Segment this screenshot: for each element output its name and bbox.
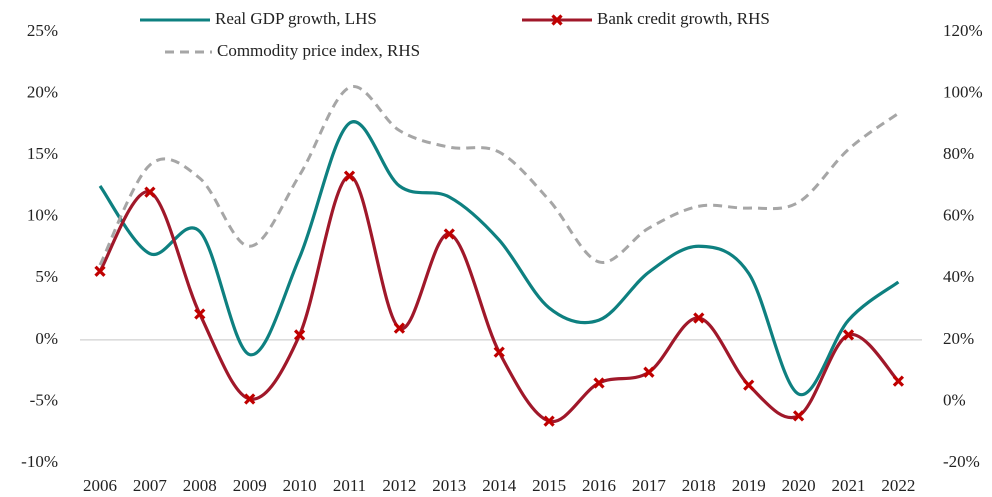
x-tick-label: 2013 [432,476,466,495]
marker [743,379,755,391]
marker [693,312,705,324]
marker [144,186,156,198]
y-tick-label: 5% [35,267,58,286]
x-tick-label: 2019 [732,476,766,495]
y2-tick-label: 120% [943,21,983,40]
x-tick-label: 2021 [832,476,866,495]
marker [543,415,555,427]
x-tick-label: 2020 [782,476,816,495]
marker [593,377,605,389]
y2-tick-label: 80% [943,144,974,163]
x-tick-label: 2017 [632,476,667,495]
y-tick-label: 25% [27,21,58,40]
legend-label: Bank credit growth, RHS [597,9,770,28]
y2-tick-label: 0% [943,390,966,409]
y2-tick-label: 20% [943,329,974,348]
legend-label: Real GDP growth, LHS [215,9,377,28]
y2-tick-label: 40% [943,267,974,286]
series-line [98,85,900,266]
x-tick-label: 2015 [532,476,566,495]
x-tick-label: 2022 [881,476,915,495]
x-tick-label: 2018 [682,476,716,495]
x-tick-label: 2010 [283,476,317,495]
y-tick-label: -5% [30,390,58,409]
legend-marker [551,14,563,26]
x-tick-label: 2007 [133,476,168,495]
marker [443,228,455,240]
x-tick-label: 2014 [482,476,517,495]
x-tick-label: 2009 [233,476,267,495]
marker [293,329,306,341]
marker [194,308,206,320]
marker [792,410,805,422]
y-tick-label: -10% [21,452,58,471]
y-tick-label: 10% [27,206,58,225]
marker [244,393,256,405]
marker [94,265,106,277]
y2-tick-label: 100% [943,82,983,101]
marker [643,366,655,378]
marker [892,375,905,387]
marker [393,322,406,334]
series-line [98,174,900,424]
y-tick-label: 0% [35,329,58,348]
series-line [98,120,900,397]
x-tick-label: 2012 [382,476,416,495]
x-tick-label: 2006 [83,476,117,495]
x-tick-label: 2008 [183,476,217,495]
x-tick-label: 2011 [333,476,366,495]
marker [343,170,356,182]
y-tick-label: 15% [27,144,58,163]
marker [842,329,855,341]
x-tick-label: 2016 [582,476,616,495]
y-tick-label: 20% [27,82,58,101]
y2-tick-label: -20% [943,452,980,471]
y2-tick-label: 60% [943,206,974,225]
marker [493,346,505,358]
legend-label: Commodity price index, RHS [217,41,420,60]
